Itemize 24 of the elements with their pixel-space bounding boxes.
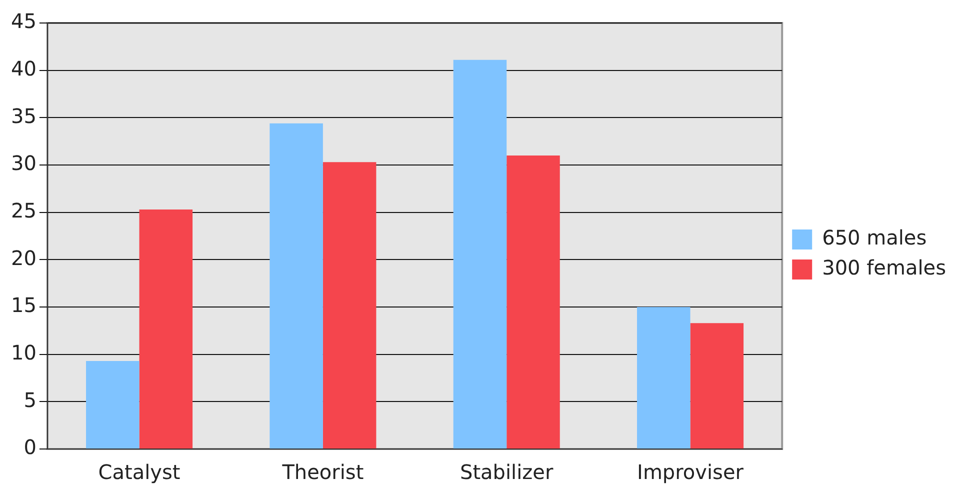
bar [270,123,323,448]
y-tick-label: 40 [10,56,36,81]
y-tick-label: 0 [24,435,36,460]
bar [139,209,193,448]
bar [453,60,507,448]
bar [86,360,140,448]
y-tick-label: 25 [10,198,36,223]
y-tick-label: 35 [10,104,36,128]
y-tick-label: 10 [10,340,36,365]
y-tick-label: 20 [10,246,36,270]
x-tick-label: Catalyst [98,460,180,484]
legend-label: 300 females [822,256,946,280]
bar [637,307,690,448]
y-tick-label: 15 [10,293,36,318]
x-tick-label: Stabilizer [460,460,554,484]
legend-label: 650 males [822,226,927,250]
y-tick-label: 45 [10,9,36,34]
y-tick-label: 5 [24,388,36,412]
x-tick-label: Improviser [637,460,744,484]
x-tick-label: Theorist [281,460,364,484]
bar [690,323,744,448]
y-tick-label: 30 [10,151,36,176]
bar [506,156,560,448]
bar [322,162,376,448]
